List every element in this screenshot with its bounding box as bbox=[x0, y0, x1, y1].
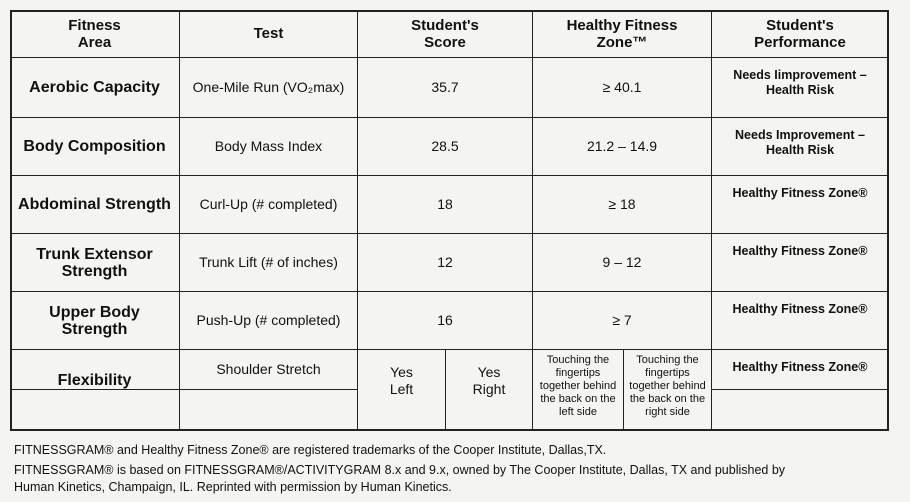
header-cell: Student's Performance bbox=[712, 10, 889, 58]
area-cell: Upper Body Strength bbox=[10, 292, 180, 350]
score-cell: Yes Right bbox=[446, 350, 533, 431]
header-cell: Test bbox=[180, 10, 358, 58]
score-cell: 18 bbox=[358, 176, 533, 234]
header-cell: Student's Score bbox=[358, 10, 533, 58]
score-cell: 12 bbox=[358, 234, 533, 292]
area-cell: Trunk Extensor Strength bbox=[10, 234, 180, 292]
zone-cell: 9 – 12 bbox=[533, 234, 712, 292]
zone-cell: 21.2 – 14.9 bbox=[533, 118, 712, 176]
empty-cell bbox=[712, 390, 889, 431]
header-cell: Healthy Fitness Zone™ bbox=[533, 10, 712, 58]
zone-cell: ≥ 7 bbox=[533, 292, 712, 350]
footnote: FITNESSGRAM® is based on FITNESSGRAM®/AC… bbox=[14, 463, 786, 494]
test-cell: Trunk Lift (# of inches) bbox=[180, 234, 358, 292]
performance-cell: Needs Iimprovement – Health Risk bbox=[712, 58, 889, 118]
score-cell: 28.5 bbox=[358, 118, 533, 176]
performance-cell: Healthy Fitness Zone® bbox=[712, 234, 889, 292]
zone-cell: Touching the fingertips together behind … bbox=[624, 350, 712, 431]
performance-cell: Healthy Fitness Zone® bbox=[712, 176, 889, 234]
score-cell: Yes Left bbox=[358, 350, 446, 431]
area-cell: Body Composition bbox=[10, 118, 180, 176]
score-cell: 35.7 bbox=[358, 58, 533, 118]
performance-cell: Healthy Fitness Zone® bbox=[712, 350, 889, 390]
test-cell: Push-Up (# completed) bbox=[180, 292, 358, 350]
empty-cell bbox=[10, 390, 180, 431]
footnote: FITNESSGRAM® and Healthy Fitness Zone® a… bbox=[14, 443, 607, 457]
zone-cell: ≥ 18 bbox=[533, 176, 712, 234]
empty-cell bbox=[180, 390, 358, 431]
zone-cell: Touching the fingertips together behind … bbox=[533, 350, 624, 431]
area-cell: Aerobic Capacity bbox=[10, 58, 180, 118]
test-cell: Shoulder Stretch bbox=[180, 350, 358, 390]
score-cell: 16 bbox=[358, 292, 533, 350]
test-cell: Curl-Up (# completed) bbox=[180, 176, 358, 234]
performance-cell: Healthy Fitness Zone® bbox=[712, 292, 889, 350]
test-cell: Body Mass Index bbox=[180, 118, 358, 176]
test-cell: One-Mile Run (VO₂max) bbox=[180, 58, 358, 118]
zone-cell: ≥ 40.1 bbox=[533, 58, 712, 118]
header-cell: Fitness Area bbox=[10, 10, 180, 58]
performance-cell: Needs Improvement – Health Risk bbox=[712, 118, 889, 176]
area-cell: Abdominal Strength bbox=[10, 176, 180, 234]
area-cell: Flexibility bbox=[10, 350, 180, 390]
